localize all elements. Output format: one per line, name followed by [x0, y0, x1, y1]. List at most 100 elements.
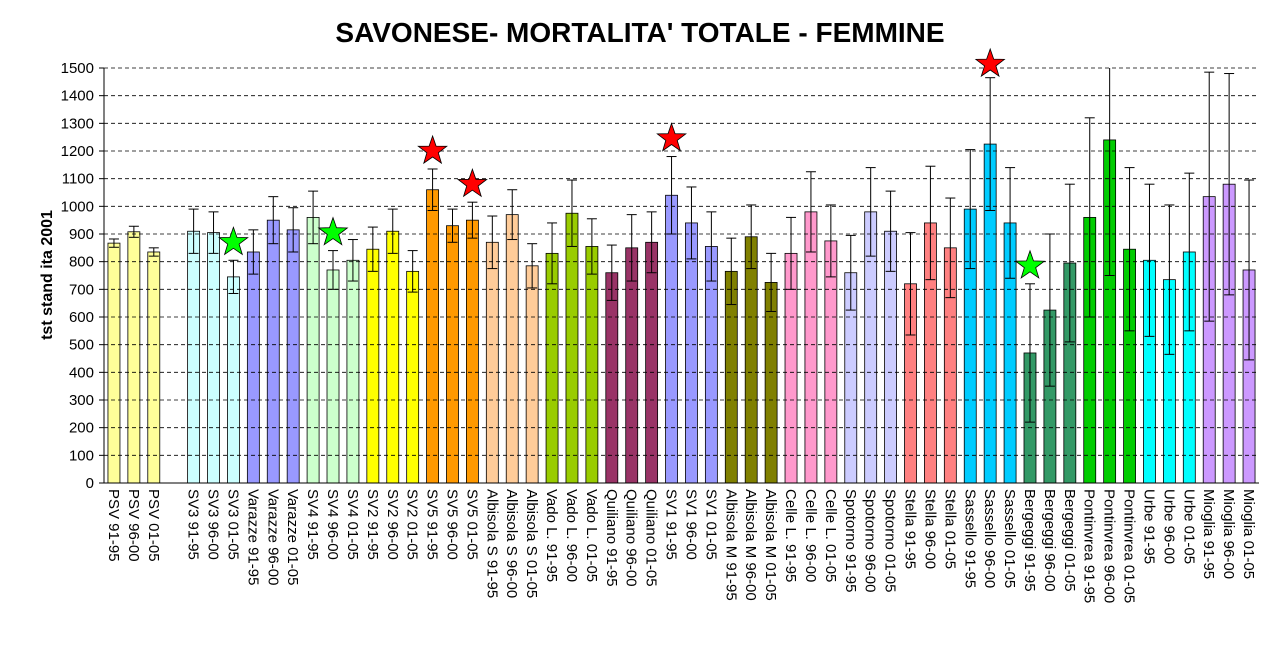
bar	[227, 276, 240, 484]
x-tick-label: Pontinvrea 96-00	[1101, 489, 1118, 603]
y-tick-label: 900	[69, 226, 94, 243]
bar	[366, 248, 380, 484]
bar	[386, 230, 400, 484]
star-marker	[1014, 249, 1046, 279]
x-tick-label: Urbe 96-00	[1160, 489, 1177, 564]
y-tick-label: 400	[69, 364, 94, 381]
y-tick-label: 600	[69, 309, 94, 326]
x-tick-label: Bergeggi 96-00	[1041, 489, 1058, 592]
x-tick-label: Mioglia 96-00	[1220, 489, 1237, 579]
x-tick-label: SV3 01-05	[224, 489, 241, 560]
x-tick-label: Spotorno 96-00	[862, 489, 879, 592]
x-tick-label: SV3 91-95	[185, 489, 202, 560]
x-tick-label: SV4 91-95	[304, 489, 321, 560]
x-tick-label: SV5 01-05	[463, 489, 480, 560]
x-tick-label: Celle L. 01-05	[822, 489, 839, 582]
bar	[764, 282, 778, 484]
bar	[266, 219, 280, 484]
bar	[585, 246, 599, 484]
bar	[645, 241, 659, 484]
bar	[525, 265, 539, 484]
y-tick-label: 800	[69, 254, 94, 271]
bar	[446, 225, 459, 484]
x-tick-label: Sassello 91-95	[961, 489, 978, 588]
x-tick-label: SV3 96-00	[205, 489, 222, 560]
y-tick-label: 300	[69, 392, 94, 409]
star-marker	[656, 122, 687, 152]
y-tick-label: 1100	[62, 171, 94, 188]
x-tick-label: Spotorno 91-95	[842, 489, 859, 592]
x-tick-label: Quiliano 91-95	[603, 489, 620, 587]
bar	[505, 214, 519, 484]
bar	[605, 272, 619, 484]
x-tick-label: Stella 96-00	[921, 489, 938, 569]
y-tick-label: 700	[69, 281, 94, 298]
y-tick-label: 100	[69, 447, 94, 464]
x-tick-label: SV2 91-95	[364, 489, 381, 560]
x-tick-label: SV4 96-00	[324, 489, 341, 560]
y-axis-label: tst stand ita 2001	[39, 210, 56, 340]
x-tick-label: Stella 01-05	[941, 489, 958, 569]
x-tick-label: SV4 01-05	[344, 489, 361, 560]
bar	[147, 251, 161, 484]
x-tick-label: Quiliano 96-00	[623, 489, 640, 587]
x-tick-label: Albisola M 91-95	[722, 489, 739, 601]
star-marker	[456, 167, 488, 198]
y-tick-label: 1400	[61, 88, 94, 105]
x-tick-label: Bergeggi 91-95	[1021, 489, 1038, 592]
star-marker	[974, 47, 1006, 78]
x-tick-label: Vado L. 91-95	[543, 489, 560, 582]
plot-area	[107, 68, 1256, 484]
x-tick-label: SV2 96-00	[384, 489, 401, 560]
bar	[665, 194, 678, 484]
x-tick-label: Celle L. 96-00	[802, 489, 819, 582]
bar	[466, 219, 479, 484]
x-tick-label: Vado L. 96-00	[563, 489, 580, 582]
x-tick-label: Albisola S 91-95	[483, 489, 500, 598]
x-tick-label: PSV 96-00	[125, 489, 142, 562]
x-tick-label: SV1 01-05	[702, 489, 719, 560]
bar	[326, 269, 340, 484]
y-tick-label: 0	[86, 475, 94, 492]
x-tick-label: Varazze 01-05	[284, 489, 301, 585]
x-tick-label: Albisola M 01-05	[762, 489, 779, 601]
x-tick-label: Albisola S 01-05	[523, 489, 540, 598]
star-marker	[317, 216, 349, 246]
y-tick-label: 1300	[61, 115, 94, 132]
x-tick-label: PSV 91-95	[105, 489, 122, 562]
bar	[286, 229, 300, 484]
bar	[804, 211, 818, 484]
bar	[107, 242, 121, 484]
x-tick-label: Stella 91-95	[902, 489, 919, 569]
x-tick-label: Pontinvrea 01-05	[1121, 489, 1138, 603]
bar	[625, 247, 639, 484]
x-tick-label: SV5 91-95	[424, 489, 441, 560]
x-tick-label: Spotorno 01-05	[882, 489, 899, 592]
x-tick-label: SV5 96-00	[443, 489, 460, 560]
x-tick-label: SV1 96-00	[682, 489, 699, 560]
chart-title: SAVONESE- MORTALITA' TOTALE - FEMMINE	[335, 17, 944, 48]
bar	[207, 232, 220, 484]
x-tick-label: Celle L. 91-95	[782, 489, 799, 582]
x-tick-label: Sassello 96-00	[981, 489, 998, 588]
x-tick-label: Vado L. 01-05	[583, 489, 600, 582]
x-tick-label: Albisola S 96-00	[503, 489, 520, 598]
bar	[545, 252, 559, 484]
x-tick-label: SV1 91-95	[663, 489, 680, 560]
y-tick-label: 200	[69, 420, 94, 437]
x-tick-label: Urbe 91-95	[1140, 489, 1157, 564]
x-tick-label: Quiliano 01-05	[643, 489, 660, 587]
bar	[246, 251, 260, 484]
bar	[127, 231, 141, 484]
star-marker	[417, 134, 448, 165]
x-tick-label: Albisola M 96-00	[742, 489, 759, 601]
x-tick-label: Pontinvrea 91-95	[1081, 489, 1098, 603]
x-tick-label: Urbe 01-05	[1180, 489, 1197, 564]
bar	[306, 216, 320, 484]
bar	[346, 259, 360, 484]
bar	[485, 241, 499, 484]
star-marker	[218, 226, 249, 256]
y-tick-label: 1200	[61, 143, 94, 160]
x-tick-label: Mioglia 01-05	[1240, 489, 1257, 579]
